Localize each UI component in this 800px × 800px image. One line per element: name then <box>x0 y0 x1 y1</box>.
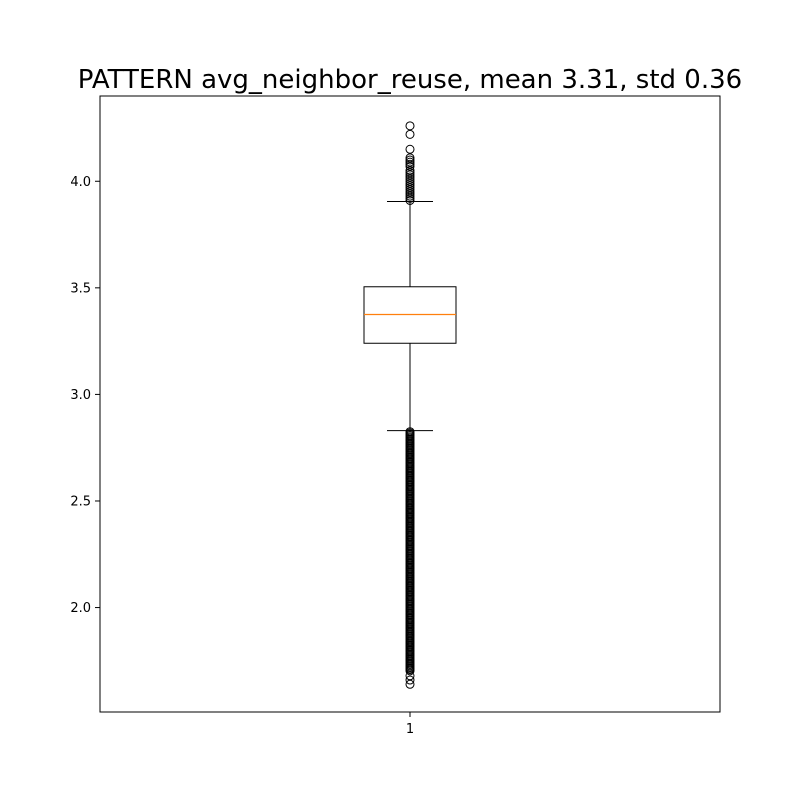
outlier-point <box>405 157 415 167</box>
outlier-point <box>405 121 415 131</box>
outlier-point <box>405 161 415 171</box>
outlier-point <box>405 193 415 203</box>
outlier-point <box>405 155 415 165</box>
outlier-point <box>405 153 415 163</box>
outlier-point <box>405 195 415 205</box>
box-plot <box>363 201 457 432</box>
outlier-point <box>405 181 415 191</box>
outlier-point <box>405 666 415 676</box>
outlier-point <box>405 170 415 180</box>
y-tick-label: 3.5 <box>70 281 91 296</box>
x-axis: 1 <box>406 712 414 737</box>
y-tick-label: 4.0 <box>70 175 91 190</box>
y-axis: 2.0 2.5 3.0 3.5 4.0 <box>70 175 100 616</box>
outlier-point <box>405 166 415 176</box>
outlier-point <box>405 187 415 197</box>
outlier-point <box>405 174 415 184</box>
chart-title: PATTERN avg_neighbor_reuse, mean 3.31, s… <box>78 65 742 95</box>
y-tick-label: 2.0 <box>70 601 91 616</box>
outlier-point <box>405 189 415 199</box>
outliers <box>405 121 415 689</box>
outlier-point <box>405 191 415 201</box>
outlier-point <box>405 172 415 182</box>
y-tick-label: 2.5 <box>70 494 91 509</box>
outlier-point <box>405 679 415 689</box>
outlier-point <box>405 159 415 169</box>
outlier-point <box>405 675 415 685</box>
outlier-point <box>405 176 415 186</box>
y-tick-label: 3.0 <box>70 388 91 403</box>
outlier-point <box>405 185 415 195</box>
outlier-point <box>405 168 415 178</box>
x-tick-label: 1 <box>406 722 414 737</box>
outlier-point <box>405 144 415 154</box>
outlier-point <box>405 183 415 193</box>
outlier-point <box>405 178 415 188</box>
outlier-point <box>405 129 415 139</box>
outlier-point <box>405 671 415 681</box>
